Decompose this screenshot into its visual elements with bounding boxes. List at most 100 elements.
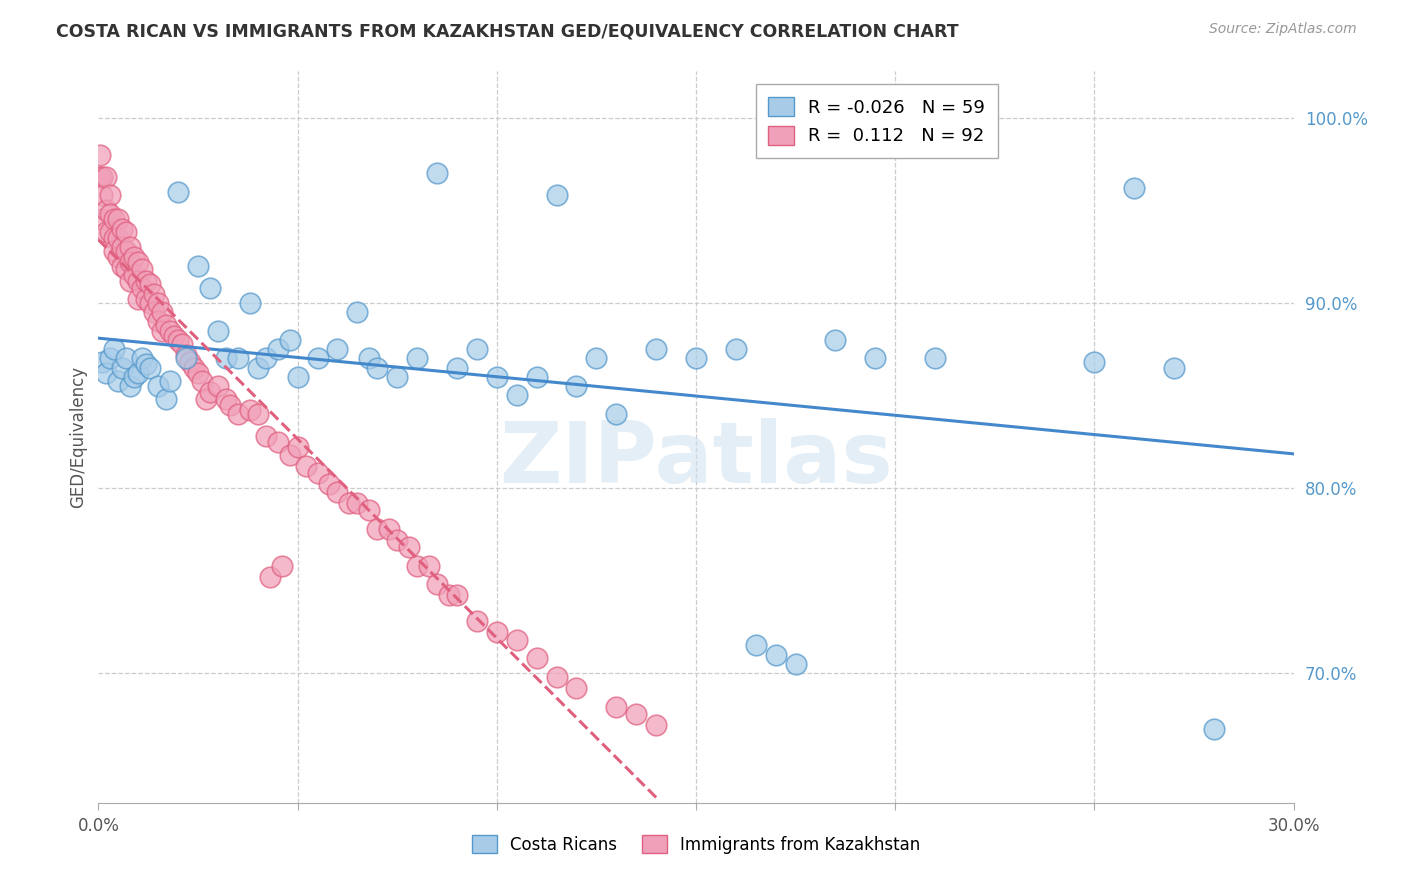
Point xyxy=(254,351,277,366)
Point xyxy=(107,212,129,227)
Point xyxy=(267,342,290,356)
Point xyxy=(131,351,153,366)
Point xyxy=(207,379,229,393)
Point xyxy=(172,336,194,351)
Point xyxy=(148,295,170,310)
Point xyxy=(215,351,238,366)
Point xyxy=(198,281,221,295)
Point xyxy=(127,292,149,306)
Point xyxy=(96,366,118,380)
Point xyxy=(254,429,277,443)
Point xyxy=(124,268,146,282)
Point xyxy=(585,351,607,366)
Point xyxy=(605,407,627,421)
Point xyxy=(506,632,529,647)
Point xyxy=(506,388,529,402)
Point xyxy=(91,212,114,227)
Point xyxy=(278,448,301,462)
Point xyxy=(183,360,205,375)
Point xyxy=(191,374,214,388)
Point xyxy=(187,366,209,380)
Point xyxy=(270,558,292,573)
Point xyxy=(339,496,361,510)
Point xyxy=(605,699,627,714)
Point xyxy=(366,522,388,536)
Point xyxy=(565,681,588,695)
Point xyxy=(385,533,409,547)
Point xyxy=(215,392,238,406)
Point xyxy=(103,212,125,227)
Point xyxy=(159,374,181,388)
Point xyxy=(115,351,138,366)
Point xyxy=(485,625,508,640)
Point xyxy=(626,706,648,721)
Point xyxy=(526,370,548,384)
Point xyxy=(219,398,242,412)
Point xyxy=(267,434,290,449)
Point xyxy=(239,403,262,417)
Point xyxy=(385,370,409,384)
Point xyxy=(398,541,420,555)
Point xyxy=(226,407,249,421)
Point xyxy=(98,207,122,221)
Point xyxy=(127,366,149,380)
Point xyxy=(724,342,747,356)
Point xyxy=(174,351,197,366)
Point xyxy=(446,588,468,602)
Point xyxy=(127,274,149,288)
Point xyxy=(287,440,309,454)
Point xyxy=(307,351,329,366)
Point xyxy=(131,262,153,277)
Point xyxy=(115,226,138,240)
Point xyxy=(120,379,142,393)
Point xyxy=(645,718,668,732)
Point xyxy=(198,384,221,399)
Point xyxy=(139,295,162,310)
Point xyxy=(107,250,129,264)
Point xyxy=(89,169,111,184)
Point xyxy=(135,292,157,306)
Point xyxy=(98,188,122,202)
Point xyxy=(103,244,125,258)
Point xyxy=(131,281,153,295)
Point xyxy=(120,274,142,288)
Point xyxy=(418,558,440,573)
Point xyxy=(745,639,768,653)
Point xyxy=(785,657,807,671)
Point xyxy=(307,466,329,480)
Point xyxy=(824,333,846,347)
Point xyxy=(163,329,186,343)
Point xyxy=(326,342,349,356)
Point xyxy=(159,324,181,338)
Point xyxy=(96,169,118,184)
Point xyxy=(226,351,249,366)
Point xyxy=(406,558,429,573)
Point xyxy=(127,255,149,269)
Point xyxy=(143,305,166,319)
Point xyxy=(246,407,269,421)
Point xyxy=(135,357,157,371)
Point xyxy=(174,348,197,362)
Point xyxy=(259,570,281,584)
Point xyxy=(179,355,201,369)
Point xyxy=(246,360,269,375)
Point xyxy=(426,166,449,180)
Point xyxy=(207,324,229,338)
Point xyxy=(1123,181,1146,195)
Point xyxy=(103,231,125,245)
Point xyxy=(406,351,429,366)
Point xyxy=(111,240,134,254)
Point xyxy=(115,244,138,258)
Point xyxy=(91,169,114,184)
Point xyxy=(685,351,707,366)
Legend: Costa Ricans, Immigrants from Kazakhstan: Costa Ricans, Immigrants from Kazakhstan xyxy=(465,829,927,860)
Point xyxy=(135,274,157,288)
Text: Source: ZipAtlas.com: Source: ZipAtlas.com xyxy=(1209,22,1357,37)
Point xyxy=(155,318,177,332)
Point xyxy=(865,351,887,366)
Point xyxy=(1202,722,1225,736)
Point xyxy=(346,305,368,319)
Point xyxy=(378,522,401,536)
Y-axis label: GED/Equivalency: GED/Equivalency xyxy=(69,366,87,508)
Point xyxy=(89,147,111,161)
